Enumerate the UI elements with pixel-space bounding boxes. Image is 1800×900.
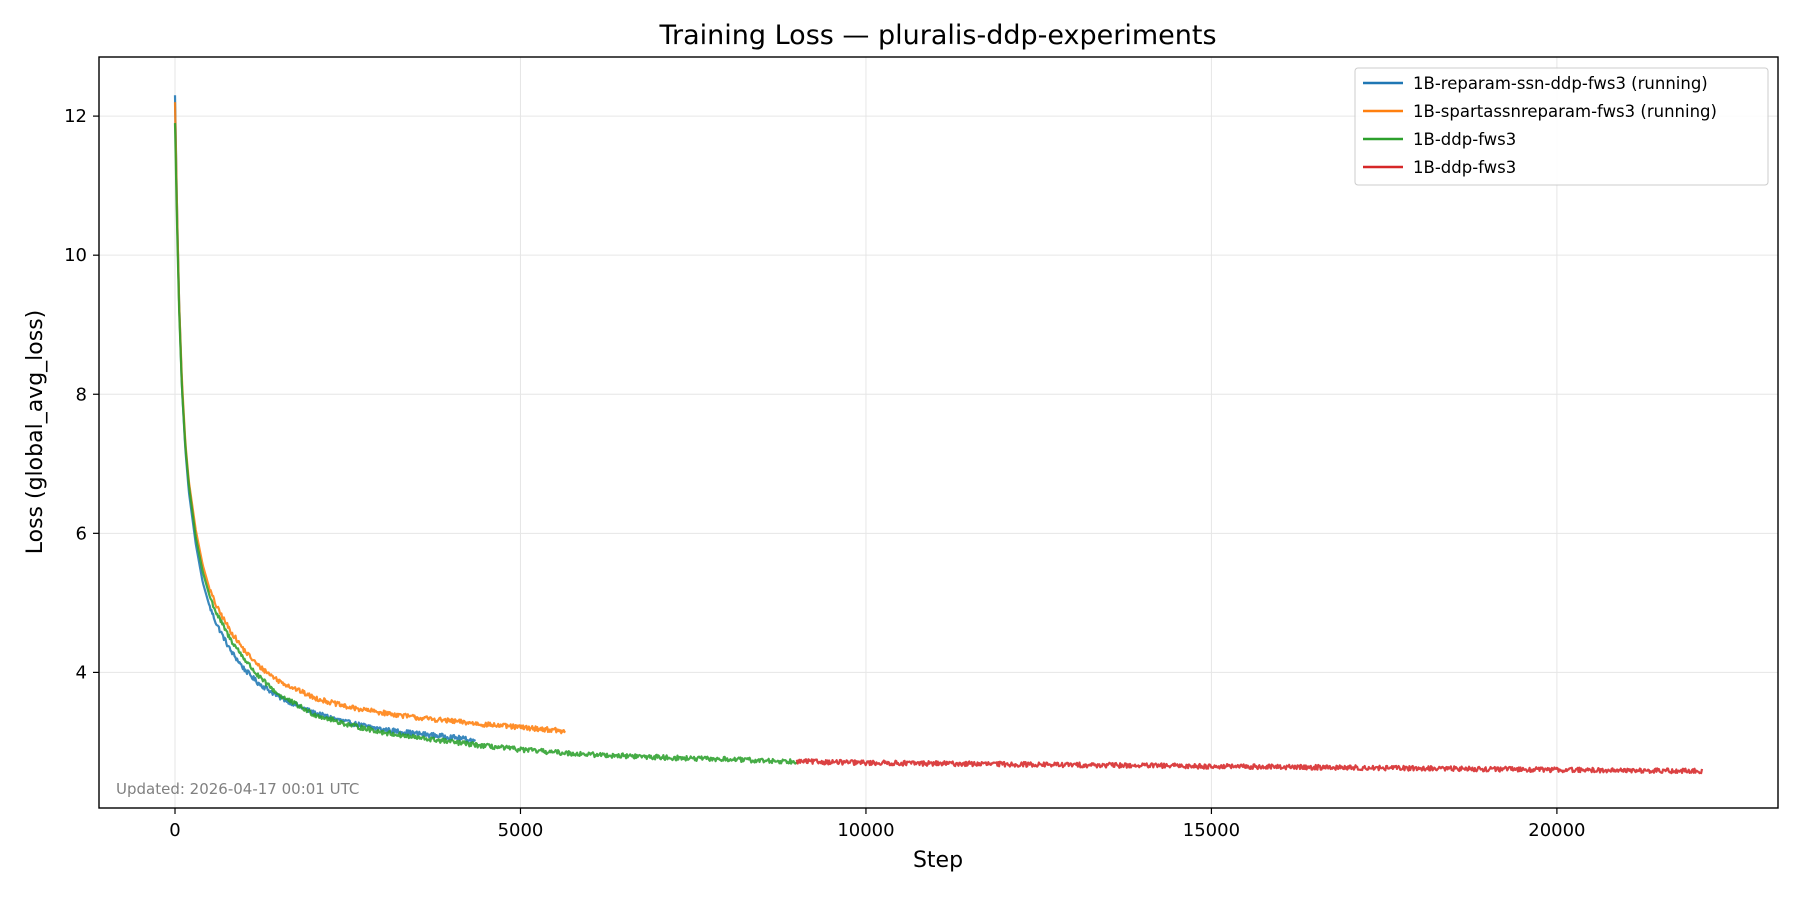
series-line-1 [173,95,476,743]
legend: 1B-reparam-ssn-ddp-fws3 (running) 1B-spar… [1354,67,1769,186]
x-tick-label: 0 [169,820,180,841]
x-tick-label: 10000 [837,820,894,841]
x-tick-label: 15000 [1183,820,1240,841]
ticks: 0 5000 10000 15000 20000 4 6 8 10 12 [64,106,1585,841]
legend-label: 1B-ddp-fws3 [1413,158,1516,177]
y-tick-label: 12 [64,106,87,127]
plot-area-frame [98,56,1779,809]
x-tick-label: 5000 [498,820,544,841]
series-layer [173,95,1704,775]
y-tick-label: 8 [76,384,87,405]
y-tick-label: 10 [64,245,87,266]
x-axis-label: Step [913,848,963,873]
updated-footnote: Updated: 2026-04-17 00:01 UTC [116,780,359,798]
series-line-3 [173,123,798,765]
legend-label: 1B-spartassnreparam-fws3 (running) [1413,102,1717,121]
legend-box [1354,67,1769,186]
x-tick-label: 20000 [1528,820,1585,841]
legend-label: 1B-ddp-fws3 [1413,130,1516,149]
series-line-4 [795,758,1704,775]
series-line-2 [173,102,566,735]
chart-title: Training Loss — pluralis-ddp-experiments [658,20,1216,51]
legend-label: 1B-reparam-ssn-ddp-fws3 (running) [1413,74,1708,93]
y-axis-label: Loss (global_avg_loss) [23,310,48,554]
y-tick-label: 6 [76,523,87,544]
y-tick-label: 4 [76,662,87,683]
